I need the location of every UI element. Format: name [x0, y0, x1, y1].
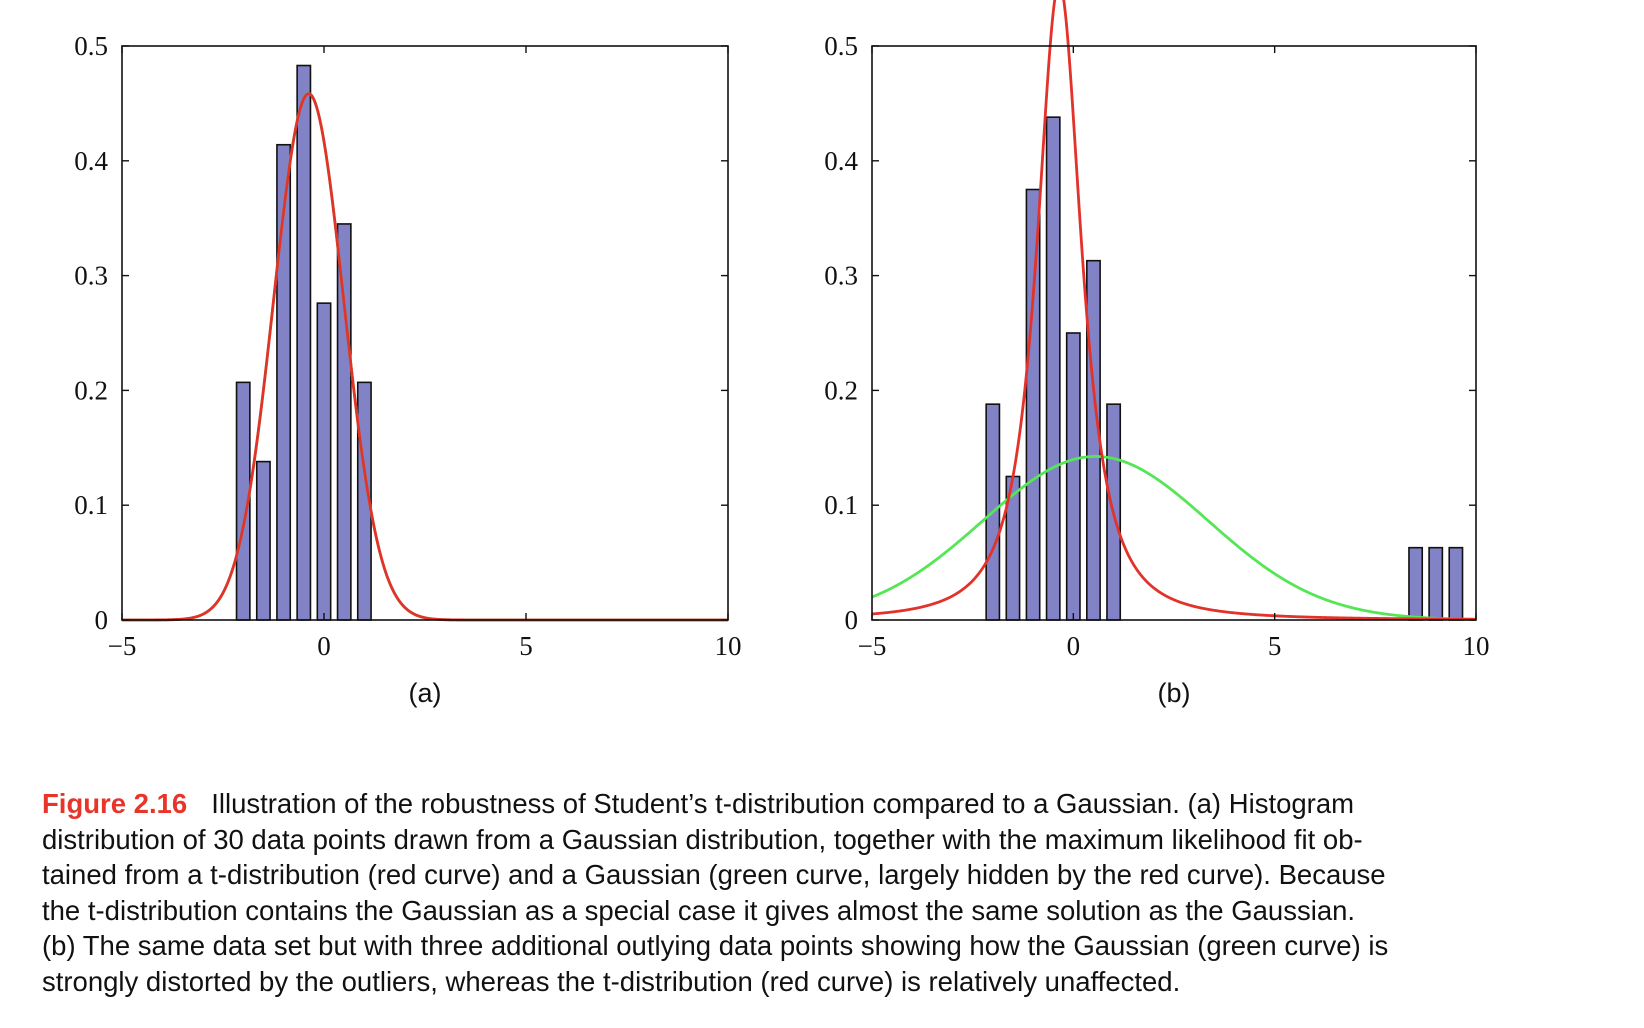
histogram-bar	[1086, 259, 1101, 621]
caption-line-4: the t-distribution contains the Gaussian…	[42, 894, 1356, 926]
x-tick-label: 0	[1067, 631, 1081, 661]
y-tick-label: 0.2	[74, 375, 108, 405]
y-tick-label: 0	[95, 605, 109, 635]
x-tick-label: 0	[317, 631, 331, 661]
axes-frame	[871, 45, 1477, 621]
caption-line-6: strongly distorted by the outliers, wher…	[42, 965, 1181, 997]
panel-label: (b)	[1158, 678, 1191, 708]
caption-text: Illustration of the robustness of Studen…	[211, 788, 1355, 819]
histogram-bar	[1045, 116, 1061, 621]
histogram-bar	[296, 64, 312, 621]
y-tick-label: 0.2	[824, 375, 858, 405]
x-tick-label: −5	[858, 631, 887, 661]
y-tick-label: 0.1	[824, 490, 858, 520]
gaussian-curve	[871, 455, 1477, 621]
histogram-bar	[316, 302, 332, 621]
caption-line-5: (b) The same data set but with three add…	[42, 930, 1389, 961]
t-distribution-curve	[121, 92, 729, 622]
caption-line-3: tained from a t-distribution (red curve)…	[42, 859, 1386, 890]
y-tick-label: 0.3	[74, 261, 108, 291]
t-distribution-curve	[871, 0, 1477, 621]
caption-line-2: distribution of 30 data points drawn fro…	[42, 823, 1363, 855]
y-tick-label: 0.4	[74, 146, 108, 176]
axes-frame	[121, 45, 729, 621]
figure-label: Figure 2.16	[42, 788, 188, 819]
caption-line-1: Figure 2.16 Illustration of the robustnes…	[42, 786, 1622, 822]
gaussian-curve	[121, 92, 729, 622]
histogram-bar	[1408, 546, 1424, 621]
panel-label: (a)	[409, 678, 442, 708]
histogram-bar	[255, 460, 271, 621]
histogram-bar	[1025, 188, 1041, 621]
x-tick-label: 10	[715, 631, 742, 661]
x-tick-label: 10	[1463, 631, 1490, 661]
histogram-bar	[1448, 546, 1464, 621]
y-tick-label: 0.1	[74, 490, 108, 520]
y-tick-label: 0.4	[824, 146, 858, 176]
histogram-bar	[1065, 332, 1081, 621]
panel-b: 00.10.20.30.40.5−5 0 5 10(b)	[824, 0, 1490, 708]
x-tick-label: 5	[519, 631, 533, 661]
histogram-bar	[336, 223, 352, 621]
y-tick-label: 0	[845, 605, 859, 635]
panel-a: 00.10.20.30.40.5−5 0 5 10(a)	[74, 31, 741, 708]
y-tick-label: 0.3	[824, 261, 858, 291]
y-tick-label: 0.5	[74, 31, 108, 61]
x-tick-label: −5	[108, 631, 137, 661]
figure-area: 00.10.20.30.40.5−5 0 5 10(a) 00.10.20.30.40…	[74, 0, 1490, 708]
histogram-bar	[1428, 546, 1444, 621]
x-tick-label: 5	[1268, 631, 1282, 661]
y-tick-label: 0.5	[824, 31, 858, 61]
figure-caption: Figure 2.16 Illustration of the robustnes…	[42, 786, 1622, 999]
